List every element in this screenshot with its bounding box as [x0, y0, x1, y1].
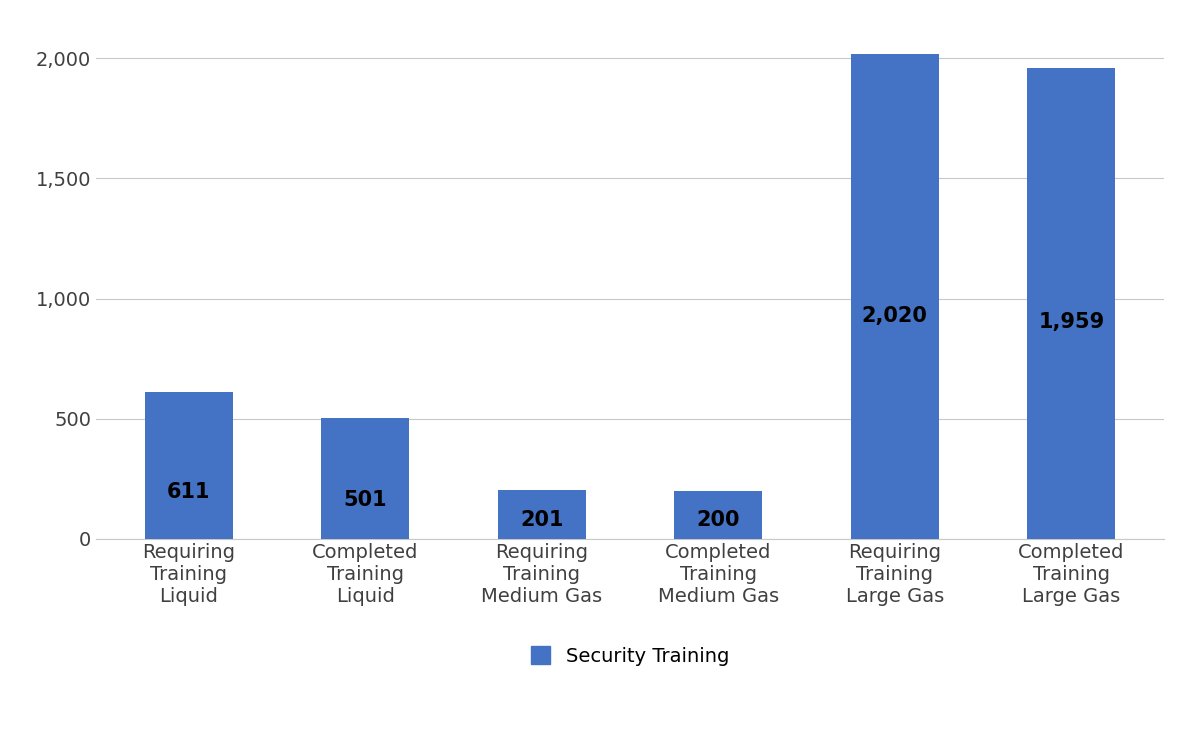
Text: 2,020: 2,020	[862, 305, 928, 325]
Bar	[851, 54, 938, 539]
Legend: Security Training: Security Training	[523, 639, 737, 673]
Text: 611: 611	[167, 482, 210, 502]
Bar	[498, 490, 586, 539]
Text: 1,959: 1,959	[1038, 312, 1104, 332]
Bar	[322, 418, 409, 539]
Bar	[674, 491, 762, 539]
Bar	[1027, 68, 1116, 539]
Bar	[144, 392, 233, 539]
Text: 201: 201	[520, 510, 564, 530]
Text: 501: 501	[343, 490, 388, 510]
Text: 200: 200	[696, 510, 740, 530]
